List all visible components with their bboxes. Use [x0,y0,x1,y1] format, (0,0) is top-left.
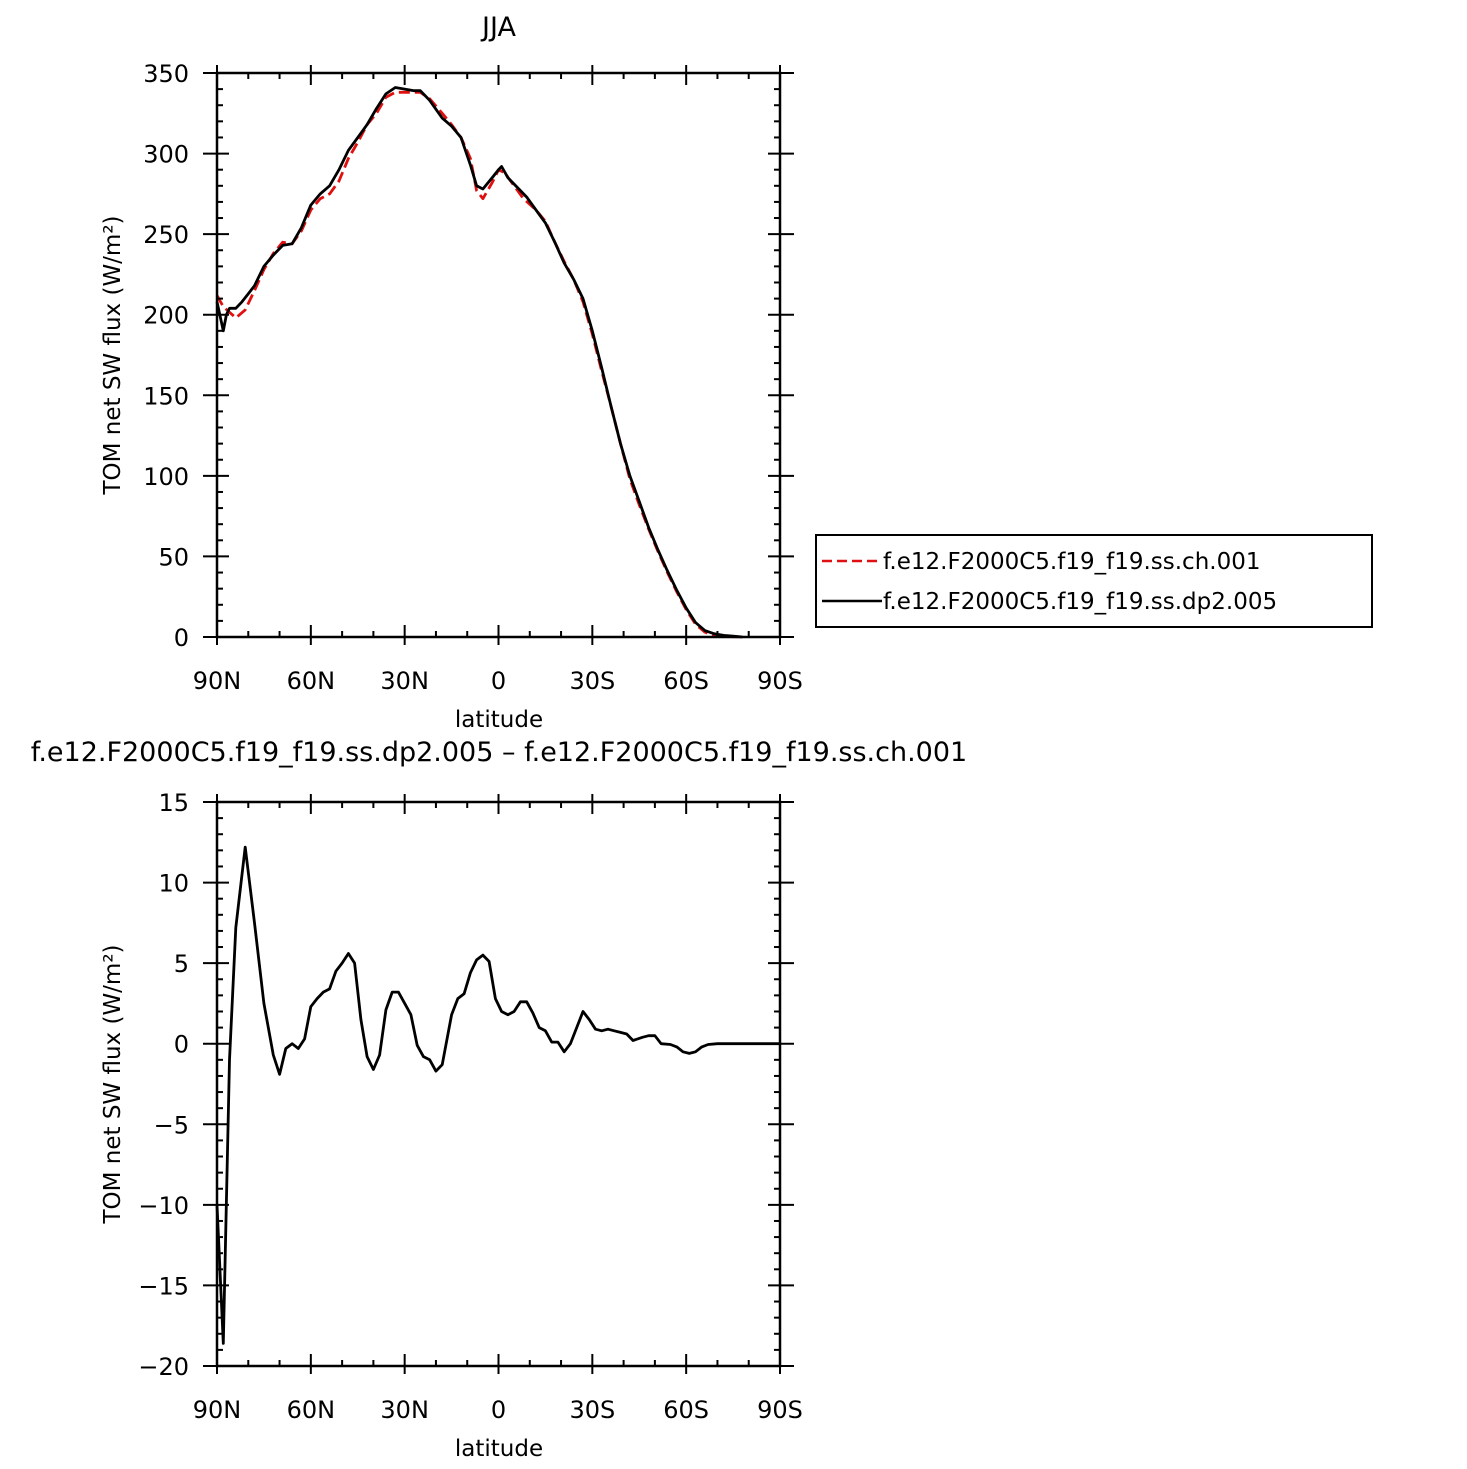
legend-frame [815,534,1373,628]
bottom-chart-ticks: 90N 60N 30N 0 30S 60S 90S −20 −15 −10 −5 0 5 10 15 [138,789,803,1424]
legend: f.e12.F2000C5.f19_f19.ss.ch.001 f.e12.F2… [815,534,1373,628]
y-tick-label: −10 [138,1192,189,1220]
x-tick-label: 60N [287,667,336,695]
top-x-axis-label: latitude [455,707,543,733]
y-tick-label: 0 [174,624,189,652]
x-tick-label: 30S [569,667,615,695]
y-tick-label: 50 [158,543,189,571]
y-tick-label: 250 [143,221,189,249]
x-tick-label: 0 [491,1396,506,1424]
x-tick-label: 30S [569,1396,615,1424]
y-tick-label: 100 [143,463,189,491]
y-tick-label: −15 [138,1272,189,1300]
series-line-0 [215,90,743,639]
y-tick-label: 15 [158,789,189,817]
y-tick-label: 0 [174,1031,189,1059]
x-tick-label: 90N [193,667,242,695]
bottom-x-axis-label: latitude [455,1436,543,1462]
bottom-y-axis-label: TOM net SW flux (W/m²) [100,944,126,1224]
y-tick-label: 200 [143,302,189,330]
y-tick-label: 350 [143,60,189,88]
bottom-chart-title: f.e12.F2000C5.f19_f19.ss.dp2.005 – f.e12… [31,737,967,768]
top-chart-title: JJA [480,12,516,43]
bottom-chart-series-group [215,845,780,1345]
y-tick-label: 5 [174,950,189,978]
top-chart-ticks: 90N 60N 30N 0 30S 60S 90S 0 50 100 150 200 250 300 350 [143,60,803,695]
x-tick-label: 90N [193,1396,242,1424]
y-tick-label: 150 [143,382,189,410]
y-tick-label: −20 [138,1353,189,1381]
series-line-1 [215,86,743,639]
x-tick-label: 30N [380,667,429,695]
x-tick-label: 60N [287,1396,336,1424]
bottom-plot-frame [215,800,782,1368]
x-tick-label: 90S [757,1396,803,1424]
bottom-panel: f.e12.F2000C5.f19_f19.ss.dp2.005 – f.e12… [31,737,967,1462]
x-tick-label: 90S [757,667,803,695]
x-tick-label: 0 [491,667,506,695]
x-tick-label: 60S [663,667,709,695]
series-line-0 [215,845,780,1345]
top-panel: JJA 90N 60N 30N 0 30S 60S 90S 0 50 100 150 200 250 30… [100,12,803,733]
top-plot-frame [215,71,782,639]
x-tick-label: 60S [663,1396,709,1424]
y-tick-label: −5 [154,1111,189,1139]
legend-label-ch001: f.e12.F2000C5.f19_f19.ss.ch.001 [883,549,1260,575]
legend-label-dp2005: f.e12.F2000C5.f19_f19.ss.dp2.005 [883,589,1277,615]
y-tick-label: 10 [158,870,189,898]
top-y-axis-label: TOM net SW flux (W/m²) [100,215,126,495]
top-chart-series-group [215,86,743,639]
x-tick-label: 30N [380,1396,429,1424]
y-tick-label: 300 [143,141,189,169]
